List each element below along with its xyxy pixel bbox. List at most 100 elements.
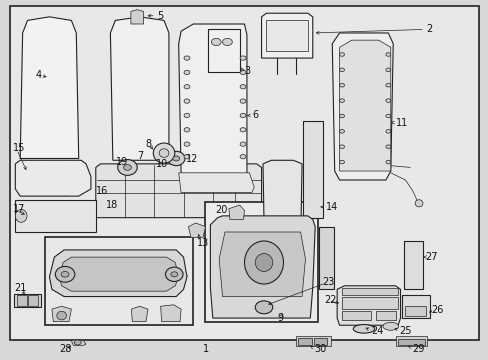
Ellipse shape xyxy=(255,301,272,314)
Ellipse shape xyxy=(385,84,390,87)
Text: 10: 10 xyxy=(156,159,168,169)
Bar xyxy=(298,338,311,345)
Ellipse shape xyxy=(339,145,344,148)
Text: 5: 5 xyxy=(157,11,163,21)
Polygon shape xyxy=(131,306,148,321)
Polygon shape xyxy=(59,257,178,291)
Polygon shape xyxy=(110,17,168,160)
Bar xyxy=(15,200,96,232)
Ellipse shape xyxy=(339,99,344,102)
Text: 2: 2 xyxy=(426,24,432,35)
Ellipse shape xyxy=(74,340,81,345)
Bar xyxy=(341,288,397,296)
Polygon shape xyxy=(131,10,143,24)
Text: 3: 3 xyxy=(244,66,250,76)
Text: 29: 29 xyxy=(412,343,424,354)
Bar xyxy=(375,311,395,320)
Ellipse shape xyxy=(339,68,344,72)
Polygon shape xyxy=(336,286,400,325)
Bar xyxy=(404,241,422,289)
Ellipse shape xyxy=(385,68,390,72)
Text: 9: 9 xyxy=(277,313,283,323)
Text: 14: 14 xyxy=(326,202,338,212)
Text: 13: 13 xyxy=(196,238,208,248)
Ellipse shape xyxy=(240,99,245,103)
Polygon shape xyxy=(160,305,181,321)
Ellipse shape xyxy=(153,143,174,163)
Ellipse shape xyxy=(15,210,27,222)
Ellipse shape xyxy=(339,53,344,56)
Text: 27: 27 xyxy=(424,252,437,262)
Polygon shape xyxy=(263,160,302,221)
Ellipse shape xyxy=(165,267,183,282)
Ellipse shape xyxy=(352,324,374,333)
Text: 1: 1 xyxy=(203,343,209,354)
Polygon shape xyxy=(210,216,315,318)
Bar xyxy=(295,336,330,346)
Ellipse shape xyxy=(385,53,390,56)
Ellipse shape xyxy=(244,241,283,284)
Polygon shape xyxy=(178,173,254,193)
Ellipse shape xyxy=(385,160,390,164)
Bar xyxy=(341,311,370,320)
Bar xyxy=(14,294,41,307)
Bar xyxy=(44,237,193,325)
Ellipse shape xyxy=(339,114,344,118)
Ellipse shape xyxy=(240,85,245,89)
Text: 20: 20 xyxy=(215,206,227,216)
Ellipse shape xyxy=(183,113,189,118)
Text: 15: 15 xyxy=(13,143,25,153)
Ellipse shape xyxy=(339,84,344,87)
Ellipse shape xyxy=(222,39,232,45)
Text: 26: 26 xyxy=(431,305,443,315)
Ellipse shape xyxy=(183,99,189,103)
Polygon shape xyxy=(15,160,91,196)
Ellipse shape xyxy=(183,142,189,146)
Text: 22: 22 xyxy=(324,295,336,305)
Ellipse shape xyxy=(240,142,245,146)
Ellipse shape xyxy=(240,154,245,159)
Ellipse shape xyxy=(159,149,168,157)
Ellipse shape xyxy=(255,253,272,271)
Bar xyxy=(341,297,397,309)
Polygon shape xyxy=(52,306,71,321)
Bar xyxy=(28,296,38,306)
Text: 19: 19 xyxy=(116,157,128,167)
Ellipse shape xyxy=(240,113,245,118)
Text: 17: 17 xyxy=(13,204,25,214)
Ellipse shape xyxy=(385,114,390,118)
Polygon shape xyxy=(188,223,205,237)
Text: 23: 23 xyxy=(322,277,334,287)
Ellipse shape xyxy=(339,160,344,164)
Bar xyxy=(205,202,317,321)
Text: 25: 25 xyxy=(399,326,411,336)
Ellipse shape xyxy=(240,56,245,60)
Ellipse shape xyxy=(183,56,189,60)
Bar xyxy=(401,295,429,318)
Bar xyxy=(207,30,239,72)
Polygon shape xyxy=(228,205,244,220)
Ellipse shape xyxy=(385,99,390,102)
Text: 18: 18 xyxy=(105,200,118,210)
Bar xyxy=(313,338,327,345)
Bar xyxy=(395,336,427,346)
Text: 6: 6 xyxy=(252,111,258,121)
Text: 21: 21 xyxy=(14,283,27,293)
Ellipse shape xyxy=(183,70,189,75)
Polygon shape xyxy=(339,40,390,171)
Ellipse shape xyxy=(167,151,184,166)
Ellipse shape xyxy=(385,145,390,148)
Ellipse shape xyxy=(385,130,390,133)
Polygon shape xyxy=(331,33,392,180)
Ellipse shape xyxy=(123,165,131,170)
Text: 30: 30 xyxy=(314,343,326,354)
Polygon shape xyxy=(96,164,261,218)
Polygon shape xyxy=(219,232,305,297)
Ellipse shape xyxy=(183,154,189,159)
Text: 7: 7 xyxy=(137,151,143,161)
Ellipse shape xyxy=(183,85,189,89)
Polygon shape xyxy=(20,17,79,158)
Ellipse shape xyxy=(170,272,177,277)
Text: 12: 12 xyxy=(185,154,198,164)
Text: 8: 8 xyxy=(145,139,151,149)
